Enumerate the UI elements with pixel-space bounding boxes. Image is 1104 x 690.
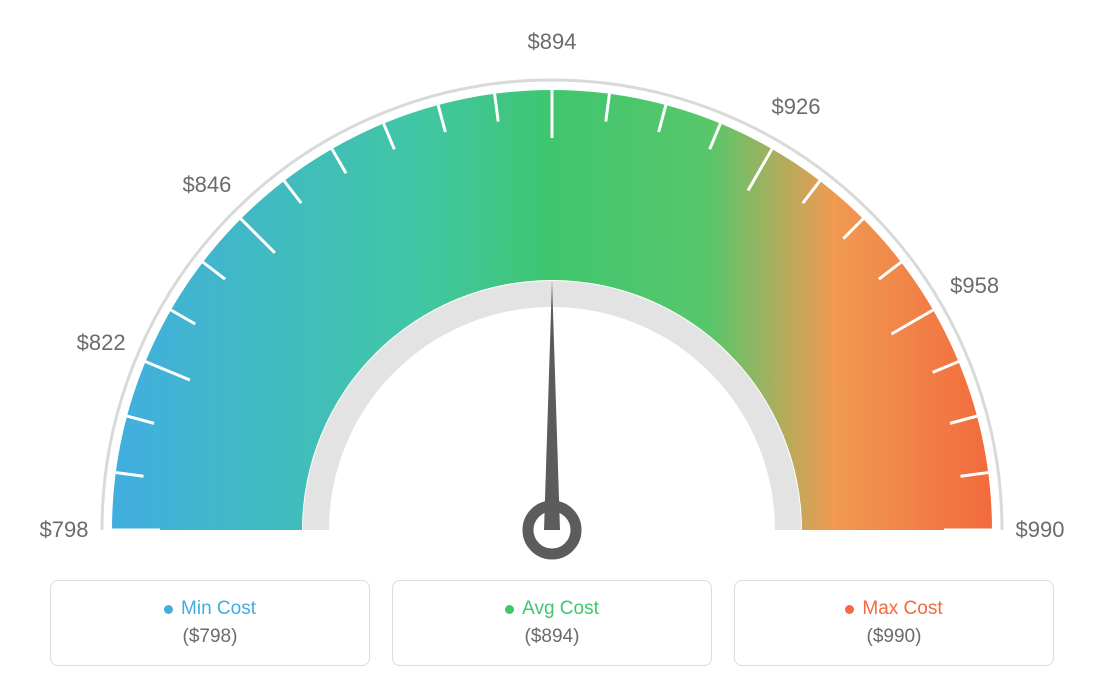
gauge-tick-label: $958 xyxy=(950,273,999,299)
dot-icon xyxy=(845,605,854,614)
gauge-chart: $798 $822 $846 $894 $926 $958 $990 xyxy=(0,0,1104,560)
dot-icon xyxy=(164,605,173,614)
max-cost-card: Max Cost ($990) xyxy=(734,580,1054,666)
max-cost-label: Max Cost xyxy=(862,598,942,620)
gauge-tick-label: $846 xyxy=(182,172,231,198)
min-cost-value: ($798) xyxy=(183,626,238,648)
avg-cost-label: Avg Cost xyxy=(522,598,599,620)
gauge-tick-label: $894 xyxy=(528,29,577,55)
gauge-tick-label: $798 xyxy=(40,517,89,543)
dot-icon xyxy=(505,605,514,614)
min-cost-card: Min Cost ($798) xyxy=(50,580,370,666)
gauge-tick-label: $990 xyxy=(1016,517,1065,543)
avg-cost-value: ($894) xyxy=(525,626,580,648)
max-cost-value: ($990) xyxy=(867,626,922,648)
gauge-tick-label: $822 xyxy=(77,330,126,356)
min-cost-label: Min Cost xyxy=(181,598,256,620)
summary-cards: Min Cost ($798) Avg Cost ($894) Max Cost… xyxy=(0,580,1104,666)
avg-cost-card: Avg Cost ($894) xyxy=(392,580,712,666)
gauge-tick-label: $926 xyxy=(772,94,821,120)
gauge-svg xyxy=(0,20,1104,580)
